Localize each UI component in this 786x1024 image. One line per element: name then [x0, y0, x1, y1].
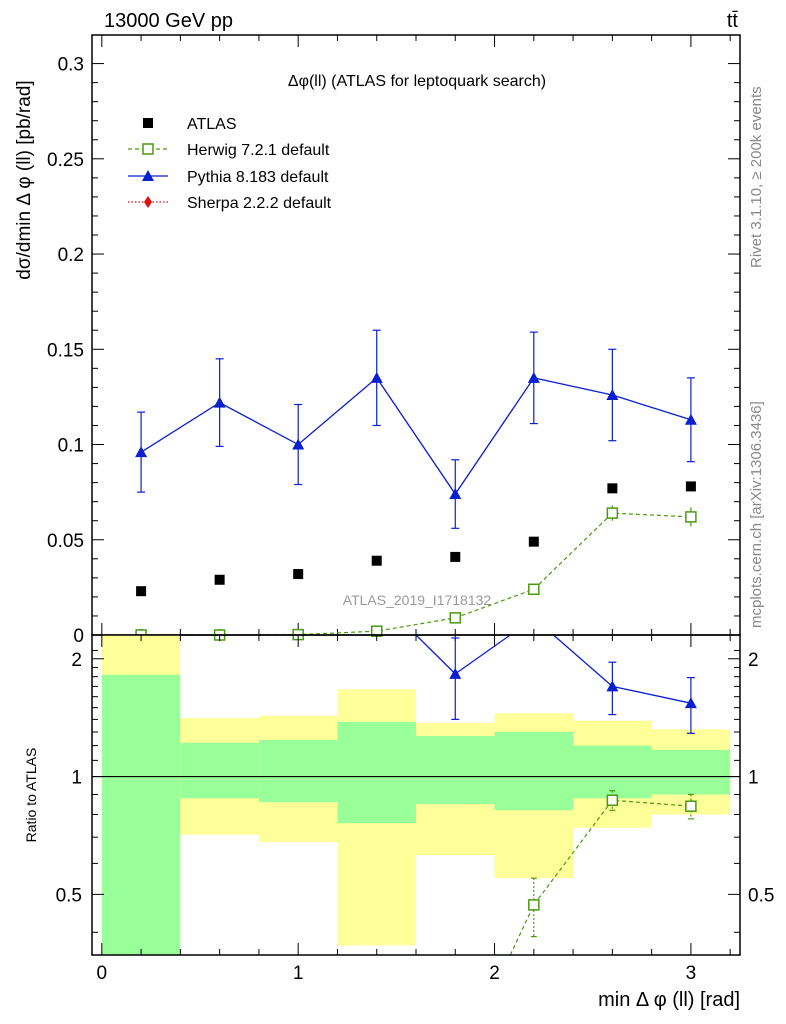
herwig-ratio-point	[685, 800, 697, 812]
plot-title: Δφ(ll) (ATLAS for leptoquark search)	[288, 73, 546, 90]
legend-sherpa-marker	[144, 196, 152, 208]
pythia-ratio-point	[606, 680, 619, 692]
pythia-point	[527, 371, 540, 383]
pythia-point	[606, 389, 619, 400]
x-axis-label: min Δ φ (ll) [rad]	[598, 989, 740, 1011]
main-y-tick-label: 0	[73, 626, 84, 647]
ratio-uncertainty-bands	[101, 635, 731, 955]
legend-atlas-label: ATLAS	[187, 116, 237, 133]
legend-atlas-marker	[143, 118, 153, 128]
herwig-point	[528, 583, 540, 596]
herwig-point	[606, 507, 619, 519]
legend-pythia-label: Pythia 8.183 default	[187, 169, 329, 186]
ratio-series	[92, 634, 740, 956]
x-tick-label: 0	[97, 963, 108, 984]
ratio-band-green	[337, 721, 416, 824]
ratio-ticks: 0.5 0.5 1 1 2 2 0 1 2 3	[56, 635, 774, 984]
main-y-axis-label: dσ/dmin Δ φ (ll) [pb/rad]	[14, 80, 35, 279]
herwig-point	[685, 511, 697, 523]
ratio-y-tick-label-right: 1	[748, 768, 759, 789]
main-y-tick-label: 0.2	[58, 245, 84, 266]
atlas-point	[371, 555, 382, 566]
ratio-band-green	[258, 740, 338, 803]
ratio-frame	[91, 634, 741, 956]
legend-sherpa-label: Sherpa 2.2.2 default	[187, 195, 332, 212]
herwig-point	[449, 612, 462, 624]
legend-pythia-marker	[142, 170, 154, 181]
ratio-y-tick-label-left: 1	[71, 768, 82, 789]
pythia-point	[684, 413, 697, 425]
main-y-tick-label: 0.3	[58, 55, 84, 76]
x-tick-label: 2	[489, 963, 500, 984]
pythia-point	[292, 438, 305, 450]
pythia-ratio-point	[449, 667, 462, 679]
legend-herwig-marker	[142, 143, 154, 155]
main-y-tick-label: 0.1	[58, 436, 84, 457]
legend: ATLAS Herwig 7.2.1 default Pythia 8.183 …	[128, 116, 332, 212]
ratio-y-tick-label-right: 2	[748, 650, 759, 671]
herwig-line	[141, 512, 691, 636]
main-series	[135, 329, 697, 641]
energy-label: 13000 GeV pp	[104, 10, 233, 32]
atlas-point	[214, 574, 225, 585]
ratio-y-tick-label-right: 0.5	[748, 885, 774, 906]
x-tick-label: 1	[293, 963, 304, 984]
pythia-line	[140, 376, 692, 496]
ratio-y-tick-label-left: 2	[71, 650, 82, 671]
pythia-ratio-line	[454, 634, 511, 675]
analysis-watermark: ATLAS_2019_I1718132	[343, 592, 492, 608]
atlas-point	[293, 569, 304, 580]
ratio-band-green	[180, 742, 259, 799]
pythia-ratio-point	[684, 697, 697, 709]
atlas-point	[528, 536, 539, 547]
process-label: tt̄	[727, 10, 739, 32]
ratio-band-green	[651, 749, 731, 795]
x-tick-label: 3	[686, 963, 697, 984]
atlas-point	[685, 481, 696, 492]
herwig-ratio-point	[606, 794, 619, 806]
pythia-point	[213, 396, 226, 408]
ratio-y-tick-label-left: 0.5	[56, 885, 82, 906]
legend-herwig-label: Herwig 7.2.1 default	[187, 142, 330, 159]
pythia-point	[449, 488, 462, 500]
pythia-point	[135, 446, 148, 458]
pythia-ratio-line	[553, 634, 613, 687]
herwig-ratio-line	[509, 799, 691, 956]
main-y-tick-label: 0.05	[47, 531, 84, 552]
main-panel: dσ/dmin Δ φ (ll) [pb/rad] Δφ(ll) (ATLAS …	[14, 34, 741, 647]
herwig-ratio-point	[528, 899, 540, 911]
atlas-point	[607, 483, 618, 494]
main-y-ticks: 0 0.05 0.1 0.15 0.2 0.25 0.3	[47, 35, 740, 647]
ratio-band-green	[573, 745, 652, 799]
atlas-point	[450, 551, 461, 562]
mcplots-label: mcplots.cern.ch [arXiv:1306.3436]	[748, 401, 765, 628]
main-y-tick-label: 0.15	[47, 340, 84, 361]
pythia-ratio-line	[415, 634, 456, 675]
ratio-band-green	[101, 674, 181, 955]
pythia-point	[370, 371, 383, 383]
ratio-y-axis-label: Ratio to ATLAS	[23, 748, 39, 843]
atlas-point	[136, 586, 147, 597]
pythia-ratio-line	[612, 685, 692, 704]
main-y-tick-label: 0.25	[47, 150, 84, 171]
ratio-panel: Ratio to ATLAS 0.5 0.5 1 1 2 2 0 1 2 3 min Δ φ (l…	[23, 634, 774, 1011]
rivet-version-label: Rivet 3.1.10, ≥ 200k events	[748, 86, 765, 268]
ratio-band-green	[416, 735, 495, 805]
ratio-band-green	[494, 731, 574, 811]
